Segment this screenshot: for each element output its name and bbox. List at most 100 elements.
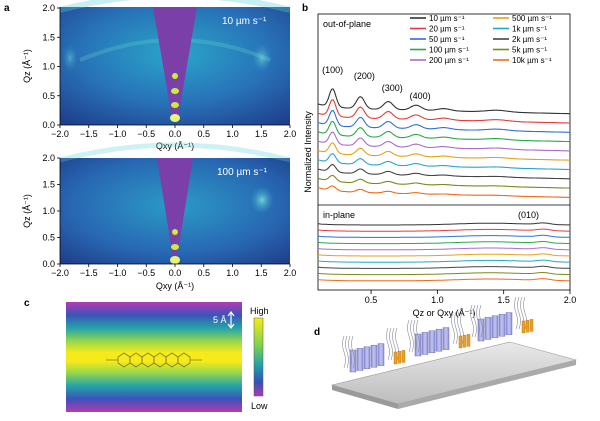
legend-item: 50 µm s⁻¹ — [410, 35, 465, 44]
legend-label: 10k µm s⁻¹ — [512, 56, 552, 65]
peak-label: (400) — [410, 91, 431, 101]
legend-label: 20 µm s⁻¹ — [429, 25, 465, 34]
ip-series-line — [317, 234, 570, 238]
top-map-yticks: 0.0 0.5 1.0 1.5 2.0 — [42, 3, 60, 130]
oop-series-line — [317, 153, 570, 171]
top-map-xticks: −2.0 −1.5 −1.0 −0.5 0.0 0.5 1.0 1.5 2.0 — [51, 125, 296, 139]
legend-label: 500 µm s⁻¹ — [512, 14, 552, 23]
in-plane-curves — [317, 222, 570, 282]
peak-label: (300) — [382, 83, 403, 93]
xtick-label: 0.5 — [365, 295, 378, 305]
xtick-label: −0.5 — [137, 268, 155, 278]
oop-series-line — [317, 174, 570, 189]
bottom-map-rate-label: 100 µm s⁻¹ — [217, 167, 268, 178]
legend-item: 500 µm s⁻¹ — [493, 14, 552, 23]
xtick-label: −2.0 — [51, 268, 69, 278]
xtick-label: 1.5 — [497, 295, 510, 305]
ip-series-line — [317, 278, 570, 282]
xtick-label: 0.5 — [197, 268, 210, 278]
profile-plot-frame — [317, 13, 571, 291]
xtick-label: 0.0 — [169, 268, 182, 278]
legend-item: 100 µm s⁻¹ — [410, 46, 469, 55]
peak-label: (200) — [354, 71, 375, 81]
bottom-map-xlabel: Qxy (Å⁻¹) — [156, 281, 194, 291]
panel-c-label: c — [24, 298, 30, 309]
top-map-ylabel: Qz (Å⁻¹) — [22, 49, 32, 83]
top-map-xlabel: Qxy (Å⁻¹) — [156, 141, 194, 151]
ip-series-line — [317, 259, 570, 263]
legend-label: 10 µm s⁻¹ — [429, 14, 465, 23]
xtick-label: 0.5 — [197, 129, 210, 139]
colorbar-high-label: High — [250, 306, 269, 316]
xtick-label: −2.0 — [51, 129, 69, 139]
legend: 10 µm s⁻¹ 20 µm s⁻¹50 µm s⁻¹ 100 µm s⁻¹200… — [410, 14, 552, 65]
ip-series-line — [317, 247, 570, 251]
legend-label: 2k µm s⁻¹ — [512, 35, 547, 44]
in-plane-peak-label: (010) — [518, 210, 539, 220]
xtick-label: −1.0 — [109, 268, 127, 278]
ytick-label: 2.0 — [42, 3, 55, 13]
xtick-label: 0.0 — [169, 129, 182, 139]
ip-series-line — [317, 253, 570, 257]
electron-density-map — [66, 302, 242, 412]
ip-series-line — [317, 272, 570, 276]
ytick-label: 1.0 — [42, 206, 55, 216]
ytick-label: 1.0 — [42, 62, 55, 72]
legend-item: 200 µm s⁻¹ — [410, 56, 469, 65]
legend-item: 2k µm s⁻¹ — [493, 35, 547, 44]
legend-item: 10k µm s⁻¹ — [493, 56, 552, 65]
colorbar — [253, 317, 264, 397]
panel-d-label: d — [314, 327, 320, 338]
xtick-label: 2.0 — [564, 295, 577, 305]
xtick-label: −1.5 — [80, 129, 98, 139]
out-of-plane-label: out-of-plane — [323, 19, 371, 29]
xtick-label: −1.0 — [109, 129, 127, 139]
oop-series-line — [317, 110, 570, 133]
xtick-label: 1.5 — [255, 129, 268, 139]
ip-series-line — [317, 241, 570, 245]
legend-label: 50 µm s⁻¹ — [429, 35, 465, 44]
xtick-label: 1.0 — [431, 295, 444, 305]
peak-labels: (100) (200) (300) (400) — [322, 65, 431, 101]
oop-series-line — [317, 88, 570, 115]
top-map-rate-label: 10 µm s⁻¹ — [222, 16, 267, 27]
legend-item: 20 µm s⁻¹ — [410, 25, 465, 34]
ytick-label: 1.5 — [42, 32, 55, 42]
profile-ylabel: Normalized Intensity — [303, 111, 313, 193]
oop-series-line — [317, 99, 570, 124]
peak-label: (100) — [322, 65, 343, 75]
ip-series-line — [317, 222, 570, 226]
oop-series-line — [317, 185, 570, 198]
bottom-map-yticks: 0.0 0.5 1.0 1.5 2.0 — [42, 153, 60, 269]
oop-series-line — [317, 120, 570, 143]
oop-series-line — [317, 142, 570, 161]
profile-xlabel: Qz or Qxy (Å⁻¹) — [413, 308, 476, 318]
xtick-label: 1.0 — [226, 268, 239, 278]
profile-xticks: 0.5 1.0 1.5 2.0 — [365, 290, 576, 305]
in-plane-label: in-plane — [323, 210, 355, 220]
ytick-label: 0.0 — [42, 120, 55, 130]
giwaxs-map-top — [59, 0, 291, 125]
molecular-packing-schematic — [330, 296, 578, 409]
ytick-label: 0.0 — [42, 259, 55, 269]
xtick-label: 1.0 — [226, 129, 239, 139]
legend-label: 200 µm s⁻¹ — [429, 56, 469, 65]
oop-series-line — [317, 164, 570, 180]
xtick-label: −0.5 — [137, 129, 155, 139]
ytick-label: 0.5 — [42, 91, 55, 101]
xtick-label: 1.5 — [255, 268, 268, 278]
legend-label: 1k µm s⁻¹ — [512, 25, 547, 34]
legend-label: 5k µm s⁻¹ — [512, 46, 547, 55]
scale-label: 5 Å — [213, 315, 227, 325]
legend-item: 10 µm s⁻¹ — [410, 14, 465, 23]
ip-series-line — [317, 228, 570, 232]
ip-series-line — [317, 265, 570, 269]
out-of-plane-curves — [317, 88, 570, 198]
legend-item: 5k µm s⁻¹ — [493, 46, 547, 55]
xtick-label: 2.0 — [284, 268, 297, 278]
xtick-label: −1.5 — [80, 268, 98, 278]
panel-b-label: b — [302, 3, 308, 14]
giwaxs-map-bottom — [59, 142, 291, 264]
legend-item: 1k µm s⁻¹ — [493, 25, 547, 34]
